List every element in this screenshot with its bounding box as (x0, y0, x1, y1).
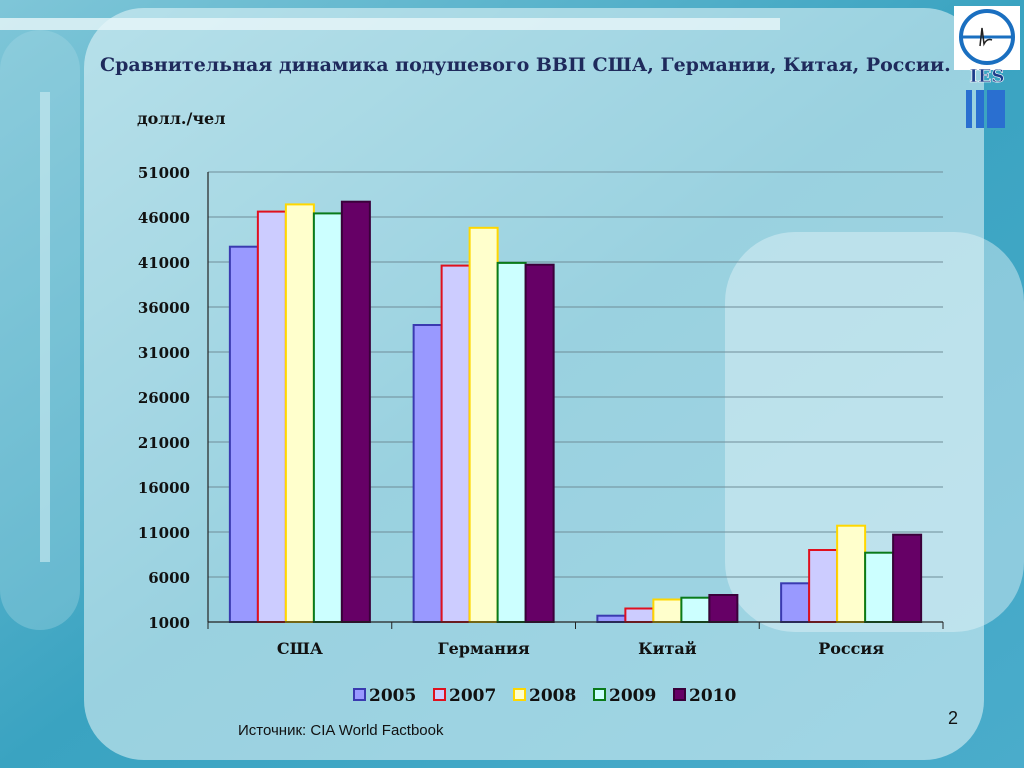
bar (708, 594, 739, 623)
y-tick-label: 51000 (138, 164, 190, 182)
bar (228, 245, 259, 623)
legend-swatch (593, 688, 606, 701)
legend-swatch (353, 688, 366, 701)
bar (468, 226, 499, 624)
bar (284, 203, 315, 623)
bar (808, 549, 839, 623)
legend-label: 2005 (369, 686, 416, 706)
legend-label: 2007 (449, 686, 496, 706)
bar (440, 264, 471, 623)
slide-title: Сравнительная динамика подушевого ВВП СШ… (100, 54, 951, 76)
bar (892, 533, 923, 624)
y-tick-label: 6000 (148, 569, 190, 587)
legend-swatch (673, 688, 686, 701)
y-axis-ticks: 1000 6000 11000 16000 21000 26000 31000 36000 41… (138, 164, 190, 632)
y-tick-label: 31000 (138, 344, 190, 362)
bar (524, 263, 555, 623)
y-tick-label: 26000 (138, 389, 190, 407)
x-axis-ticks: США Германия Китай Россия (277, 639, 884, 658)
bar (496, 261, 527, 623)
bar (312, 212, 343, 623)
legend-label: 2009 (609, 686, 656, 706)
y-tick-label: 21000 (138, 434, 190, 452)
bar (624, 607, 655, 623)
x-tick-label: Германия (438, 639, 530, 658)
bar (864, 551, 895, 624)
y-tick-label: 11000 (138, 524, 190, 542)
bar (596, 614, 627, 624)
x-tick-label: Китай (638, 639, 697, 658)
y-tick-label: 1000 (148, 614, 190, 632)
y-tick-label: 16000 (138, 479, 190, 497)
source-note: Источник: CIA World Factbook (238, 722, 444, 739)
y-tick-label: 36000 (138, 299, 190, 317)
legend-swatch (513, 688, 526, 701)
bar (780, 582, 811, 623)
y-tick-label: 46000 (138, 209, 190, 227)
bar (652, 598, 683, 623)
bar (680, 596, 711, 624)
legend-label: 2010 (689, 686, 736, 706)
bar (412, 324, 443, 623)
y-tick-label: 41000 (138, 254, 190, 272)
x-tick-label: Россия (818, 639, 884, 658)
ies-logo: IES (954, 6, 1020, 128)
legend: 2005 2007 2008 2009 2010 (353, 686, 736, 706)
y-unit-label: долл./чел (137, 109, 226, 128)
x-tick-label: США (277, 639, 323, 658)
bar (340, 200, 371, 623)
legend-swatch (433, 688, 446, 701)
logo-text: IES (969, 66, 1004, 87)
axes (207, 172, 944, 629)
bars (228, 200, 923, 624)
bar (256, 210, 287, 623)
legend-label: 2008 (529, 686, 576, 706)
bar (836, 524, 867, 624)
page-number: 2 (948, 708, 959, 728)
